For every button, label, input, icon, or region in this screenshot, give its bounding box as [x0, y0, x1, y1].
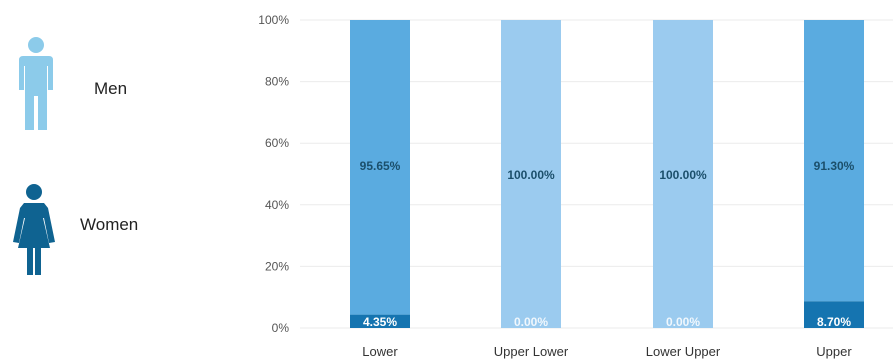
- legend-label-women: Women: [80, 215, 139, 234]
- data-label-women: 0.00%: [514, 315, 548, 329]
- y-tick-label: 40%: [265, 198, 289, 212]
- data-label-men: 100.00%: [659, 168, 707, 182]
- y-tick-label: 100%: [258, 13, 289, 27]
- data-label-women: 0.00%: [666, 315, 700, 329]
- bar-men: [350, 20, 410, 315]
- y-tick-label: 60%: [265, 136, 289, 150]
- data-label-women: 8.70%: [817, 315, 851, 329]
- data-label-women: 4.35%: [363, 315, 397, 329]
- data-labels: 95.65% 4.35% 100.00% 0.00% 100.00% 0.00% 91.30…: [360, 159, 855, 329]
- bar-women: [350, 314, 410, 328]
- y-tick-label: 0%: [272, 321, 290, 335]
- x-category-label: Lower Upper: [646, 344, 721, 359]
- bar-men: [501, 20, 561, 328]
- x-category-label: Upper: [816, 344, 852, 359]
- x-category-label: Lower: [362, 344, 398, 359]
- data-label-men: 95.65%: [360, 159, 401, 173]
- bar-men: [653, 20, 713, 328]
- x-category-label: Upper Lower: [494, 344, 569, 359]
- y-tick-label: 80%: [265, 75, 289, 89]
- data-label-men: 91.30%: [814, 159, 855, 173]
- legend-item-women: Women: [10, 182, 170, 282]
- y-axis-ticks: 0% 20% 40% 60% 80% 100%: [258, 13, 289, 335]
- x-axis-categories: Lower Upper Lower Lower Upper Upper: [362, 344, 852, 359]
- legend-item-men: Men: [10, 36, 170, 136]
- data-label-men: 100.00%: [507, 168, 555, 182]
- legend-label-men: Men: [94, 79, 128, 98]
- man-icon: [19, 37, 53, 130]
- bar-women: [804, 301, 864, 328]
- y-tick-label: 20%: [265, 259, 289, 273]
- woman-icon: [13, 184, 55, 275]
- bars: [350, 20, 864, 328]
- bar-men: [804, 20, 864, 302]
